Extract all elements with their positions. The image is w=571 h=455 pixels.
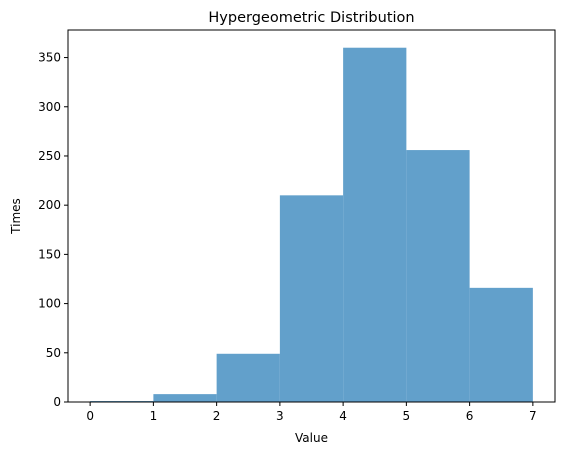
x-tick-label: 6 bbox=[466, 409, 474, 423]
x-tick-label: 3 bbox=[276, 409, 284, 423]
bar-bin-1-2 bbox=[153, 394, 217, 402]
x-tick-label: 2 bbox=[213, 409, 221, 423]
y-tick-label: 350 bbox=[38, 51, 61, 65]
plot-frame bbox=[67, 29, 556, 403]
y-tick-label: 200 bbox=[38, 198, 61, 212]
y-axis-label: Times bbox=[9, 198, 23, 235]
x-axis-ticks: 0 1 2 3 4 5 6 7 bbox=[86, 402, 537, 423]
x-axis-label: Value bbox=[295, 431, 328, 445]
y-tick-label: 150 bbox=[38, 247, 61, 261]
y-tick-label: 300 bbox=[38, 100, 61, 114]
bar-bin-3-4 bbox=[279, 195, 344, 402]
bar-bin-5-6 bbox=[406, 150, 470, 402]
x-tick-label: 5 bbox=[403, 409, 411, 423]
bar-bin-2-3 bbox=[216, 353, 280, 402]
bar-bin-6-7 bbox=[469, 287, 533, 402]
bar-bin-4-5 bbox=[343, 47, 407, 402]
x-tick-label: 0 bbox=[86, 409, 94, 423]
y-tick-label: 250 bbox=[38, 149, 61, 163]
chart-title: Hypergeometric Distribution bbox=[208, 10, 414, 26]
y-tick-label: 100 bbox=[38, 297, 61, 311]
x-tick-label: 7 bbox=[529, 409, 537, 423]
bars-group bbox=[90, 47, 533, 402]
y-tick-label: 50 bbox=[46, 346, 61, 360]
x-tick-label: 1 bbox=[150, 409, 158, 423]
y-axis-ticks: 0 50 100 150 200 250 300 350 bbox=[38, 51, 68, 409]
y-tick-label: 0 bbox=[53, 395, 61, 409]
x-tick-label: 4 bbox=[339, 409, 347, 423]
